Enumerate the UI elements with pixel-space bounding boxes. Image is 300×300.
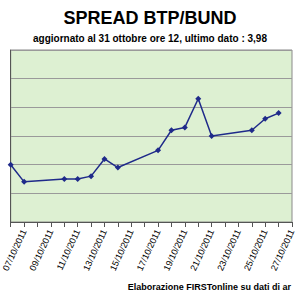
- svg-text:25/10/2011: 25/10/2011: [242, 228, 270, 272]
- svg-text:aggiornato al 31 ottobre ore 1: aggiornato al 31 ottobre ore 12, ultimo …: [33, 33, 267, 44]
- svg-text:27/10/2011: 27/10/2011: [269, 228, 297, 272]
- svg-text:09/10/2011: 09/10/2011: [28, 228, 56, 272]
- svg-text:21/10/2011: 21/10/2011: [188, 228, 216, 272]
- svg-text:Elaborazione FIRSTonline su da: Elaborazione FIRSTonline su dati di ar: [128, 282, 292, 292]
- svg-text:23/10/2011: 23/10/2011: [215, 228, 243, 272]
- svg-text:19/10/2011: 19/10/2011: [162, 228, 190, 272]
- svg-text:15/10/2011: 15/10/2011: [108, 228, 136, 272]
- svg-text:13/10/2011: 13/10/2011: [81, 228, 109, 272]
- svg-text:SPREAD BTP/BUND: SPREAD BTP/BUND: [63, 8, 236, 28]
- svg-text:11/10/2011: 11/10/2011: [55, 228, 83, 272]
- svg-text:07/10/2011: 07/10/2011: [1, 228, 29, 272]
- svg-text:17/10/2011: 17/10/2011: [135, 228, 163, 272]
